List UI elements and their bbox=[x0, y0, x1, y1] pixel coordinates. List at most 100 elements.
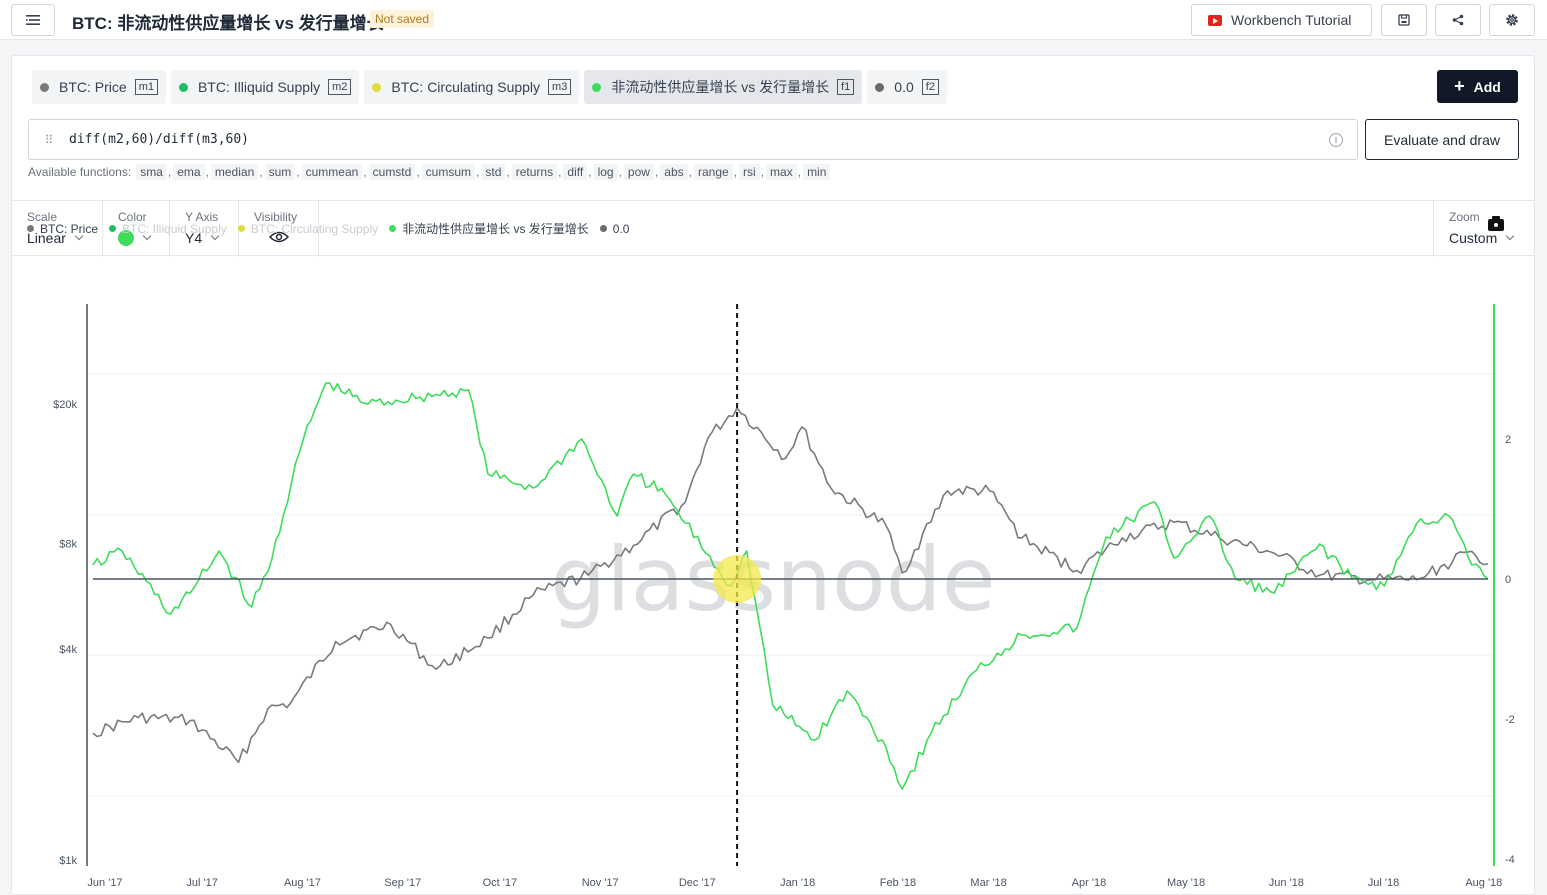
metric-color-dot bbox=[592, 82, 602, 92]
chart-controls: Scale Linear Color Y Axis Y4 Visibility … bbox=[12, 200, 1534, 257]
x-tick-label: Dec '17 bbox=[679, 877, 716, 889]
info-icon[interactable]: i bbox=[1329, 132, 1343, 147]
function-chip[interactable]: abs bbox=[660, 164, 688, 180]
function-chip[interactable]: range bbox=[693, 164, 733, 180]
legend-label: 非流动性供应量增长 vs 发行量增长 bbox=[402, 222, 589, 236]
settings-button[interactable] bbox=[1489, 4, 1535, 36]
legend-item-price[interactable]: BTC: Price bbox=[27, 220, 98, 237]
save-button[interactable] bbox=[1381, 4, 1427, 36]
function-chip[interactable]: std bbox=[481, 164, 506, 180]
function-chip[interactable]: log bbox=[593, 164, 618, 180]
menu-button[interactable] bbox=[11, 4, 55, 36]
metric-color-dot bbox=[40, 82, 49, 92]
legend-item-zero[interactable]: 0.0 bbox=[599, 220, 630, 237]
x-tick-label: Aug '17 bbox=[284, 877, 321, 889]
x-tick-label: Jan '18 bbox=[780, 877, 815, 889]
x-tick-label: Apr '18 bbox=[1072, 877, 1107, 889]
chart-grid bbox=[87, 373, 1494, 797]
series-line bbox=[92, 382, 1489, 790]
zoom-control[interactable]: Zoom Custom bbox=[1433, 201, 1534, 257]
scale-control[interactable]: Scale Linear bbox=[12, 201, 103, 257]
function-chip[interactable]: max bbox=[766, 164, 797, 180]
metric-key-badge: f2 bbox=[921, 79, 939, 95]
metric-tab-m2[interactable]: BTC: Illiquid Supply m2 bbox=[170, 70, 360, 104]
color-swatch bbox=[118, 230, 134, 246]
function-chip[interactable]: rsi bbox=[739, 164, 760, 180]
hover-marker bbox=[713, 555, 762, 603]
chart-legend: BTC: Price BTC: Illiquid Supply BTC: Cir… bbox=[27, 220, 640, 237]
legend-dot bbox=[109, 225, 117, 232]
metric-tab-label: 0.0 bbox=[894, 79, 914, 95]
function-chip[interactable]: pow bbox=[623, 164, 654, 180]
function-chip[interactable]: cummean bbox=[301, 164, 363, 180]
series-line bbox=[92, 407, 1489, 764]
x-tick-label: Nov '17 bbox=[582, 877, 619, 889]
y-axis-value: Y4 bbox=[185, 230, 203, 246]
page-title: BTC: 非流动性供应量增长 vs 发行量增长 bbox=[72, 14, 384, 33]
function-chip[interactable]: sum bbox=[264, 164, 296, 180]
legend-item-circulating-supply[interactable]: BTC: Circulating Supply bbox=[237, 220, 378, 237]
scale-value: Linear bbox=[27, 230, 66, 246]
y-tick-label-right: 0 bbox=[1505, 574, 1511, 586]
workbench-panel: BTC: Price m1 BTC: Illiquid Supply m2 BTC:… bbox=[11, 55, 1535, 895]
legend-dot bbox=[599, 225, 607, 232]
evaluate-draw-button[interactable]: Evaluate and draw bbox=[1365, 119, 1519, 160]
y-tick-label-left: $1k bbox=[59, 855, 77, 867]
function-chip[interactable]: min bbox=[803, 164, 831, 180]
metric-color-dot bbox=[178, 82, 188, 92]
color-control[interactable]: Color bbox=[103, 201, 170, 257]
function-chip[interactable]: cumsum bbox=[421, 164, 476, 180]
drag-handle-icon[interactable]: ⠿ bbox=[44, 132, 54, 147]
y-tick-label-right: -4 bbox=[1505, 854, 1515, 866]
metric-tab-f1[interactable]: 非流动性供应量增长 vs 发行量增长 f1 bbox=[584, 70, 863, 104]
add-label: Add bbox=[1473, 78, 1501, 95]
visibility-label: Visibility bbox=[254, 210, 298, 224]
metric-tab-f2[interactable]: 0.0 f2 bbox=[867, 70, 947, 104]
camera-icon[interactable] bbox=[1488, 216, 1504, 231]
legend-dot bbox=[27, 225, 34, 232]
formula-text[interactable]: diff(m2,60)/diff(m3,60) bbox=[69, 132, 250, 147]
y-axis-label: Y Axis bbox=[185, 210, 219, 224]
legend-item-ratio[interactable]: 非流动性供应量增长 vs 发行量增长 bbox=[389, 220, 589, 237]
legend-dot bbox=[237, 225, 245, 232]
x-tick-label: Jun '17 bbox=[87, 877, 122, 889]
x-tick-label: Feb '18 bbox=[880, 877, 916, 889]
metric-tab-label: BTC: Price bbox=[59, 79, 127, 95]
formula-input[interactable]: ⠿ diff(m2,60)/diff(m3,60) i bbox=[28, 119, 1358, 160]
add-metric-button[interactable]: + Add bbox=[1437, 70, 1518, 103]
metric-tab-label: BTC: Circulating Supply bbox=[391, 79, 541, 95]
x-tick-label: Jul '17 bbox=[186, 877, 217, 889]
legend-dot bbox=[389, 225, 397, 232]
metric-color-dot bbox=[875, 82, 885, 92]
function-chip[interactable]: diff bbox=[563, 164, 588, 180]
share-button[interactable] bbox=[1435, 4, 1481, 36]
visibility-control[interactable]: Visibility bbox=[239, 201, 319, 257]
function-chip[interactable]: ema bbox=[173, 164, 205, 180]
y-tick-label-right: -2 bbox=[1505, 714, 1515, 726]
metric-tab-m3[interactable]: BTC: Circulating Supply m3 bbox=[364, 70, 580, 104]
x-tick-label: Jul '18 bbox=[1368, 877, 1399, 889]
x-tick-label: May '18 bbox=[1167, 877, 1205, 889]
function-chip[interactable]: returns bbox=[511, 164, 558, 180]
menu-icon bbox=[26, 15, 40, 25]
legend-item-illiquid-supply[interactable]: BTC: Illiquid Supply bbox=[109, 220, 227, 237]
function-chip[interactable]: median bbox=[210, 164, 259, 180]
x-tick-label: Aug '18 bbox=[1465, 877, 1502, 889]
plus-icon: + bbox=[1454, 76, 1465, 96]
function-chip[interactable]: cumstd bbox=[368, 164, 416, 180]
x-tick-label: Sep '17 bbox=[384, 877, 421, 889]
tutorial-label: Workbench Tutorial bbox=[1231, 12, 1352, 28]
y-tick-label-left: $8k bbox=[59, 538, 77, 550]
workbench-tutorial-button[interactable]: Workbench Tutorial bbox=[1191, 4, 1372, 36]
metric-tab-m1[interactable]: BTC: Price m1 bbox=[32, 70, 166, 104]
y-tick-label-right: 2 bbox=[1505, 434, 1511, 446]
metric-key-badge: m3 bbox=[548, 79, 572, 95]
metric-color-dot bbox=[372, 82, 382, 92]
legend-label: 0.0 bbox=[612, 221, 630, 236]
legend-label: BTC: Price bbox=[40, 221, 99, 236]
gear-icon bbox=[1506, 14, 1518, 26]
x-tick-label: Jun '18 bbox=[1269, 877, 1304, 889]
y-tick-label-left: $20k bbox=[53, 399, 77, 411]
function-chip[interactable]: sma bbox=[136, 164, 167, 180]
